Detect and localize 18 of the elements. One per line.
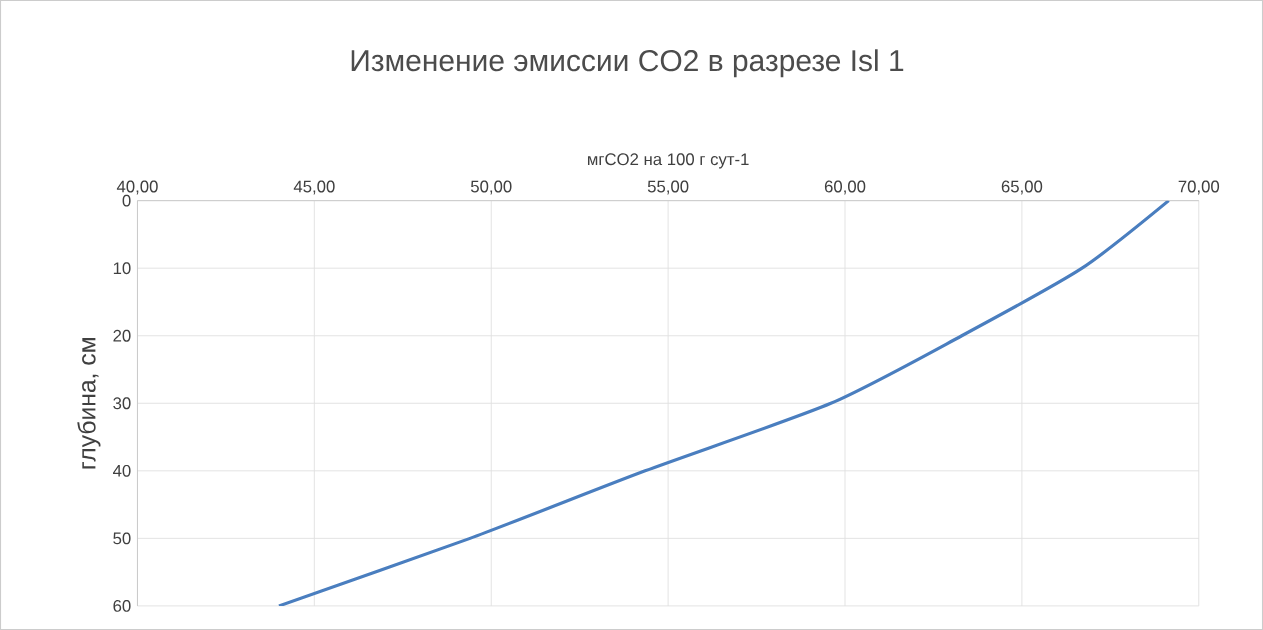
y-tick-label: 60 xyxy=(113,599,131,612)
x-tick-label: 60,00 xyxy=(824,180,866,195)
x-tick-label: 65,00 xyxy=(1001,180,1043,195)
x-tick-label: 55,00 xyxy=(647,180,689,195)
y-tick-label: 40 xyxy=(113,464,131,477)
x-tick-label: 40,00 xyxy=(116,180,158,195)
y-tick-label: 50 xyxy=(113,532,131,545)
line-series xyxy=(277,200,1171,606)
x-tick-label: 45,00 xyxy=(293,180,335,195)
y-axis-title: глубина, см xyxy=(77,338,101,469)
y-tick-label: 30 xyxy=(113,397,131,410)
y-tick-label: 20 xyxy=(113,329,131,342)
y-tick-label: 0 xyxy=(122,194,131,207)
chart-title: Изменение эмиссии CO2 в разрезе Isl 1 xyxy=(351,49,904,78)
x-axis-title: мгCO2 на 100 г сут-1 xyxy=(587,153,749,169)
x-tick-label: 70,00 xyxy=(1178,180,1220,195)
y-tick-label: 10 xyxy=(113,262,131,275)
x-tick-label: 50,00 xyxy=(470,180,512,195)
